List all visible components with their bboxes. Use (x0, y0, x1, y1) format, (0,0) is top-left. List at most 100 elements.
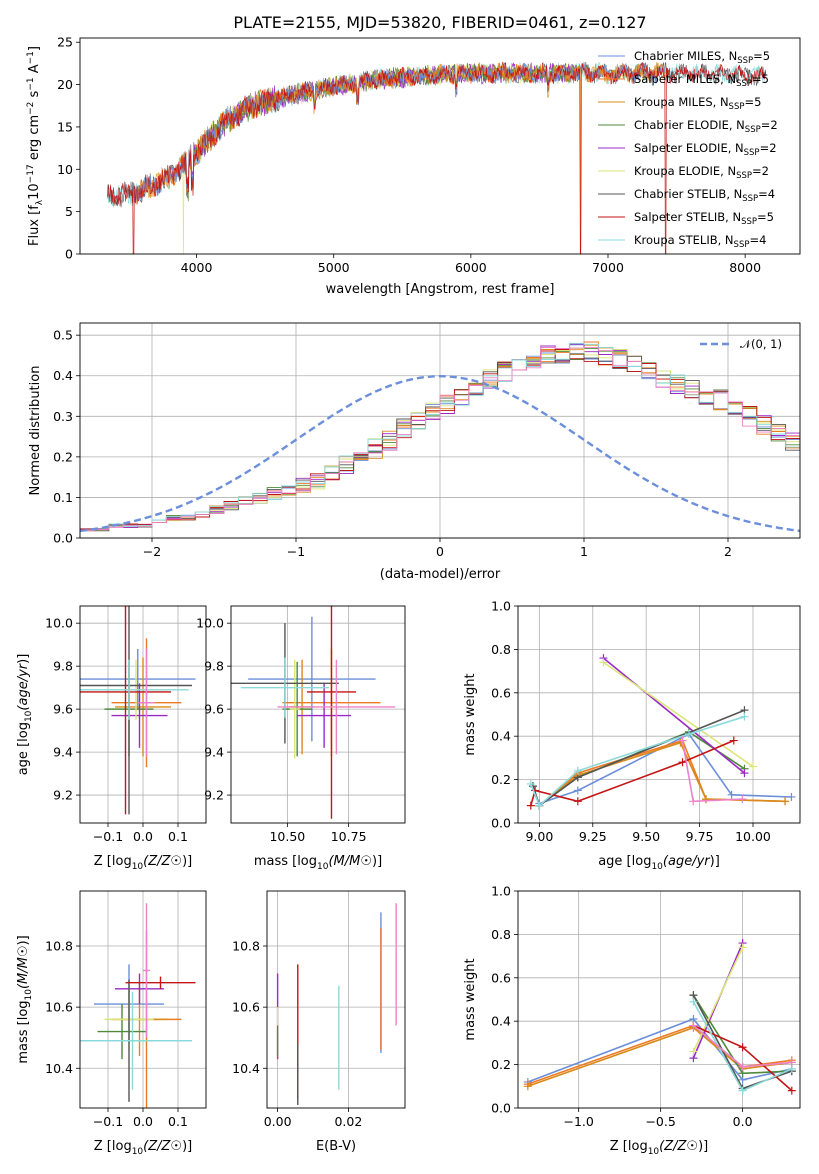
y-tick-label: 10.8 (45, 939, 73, 954)
y-tick-label: 0.2 (491, 772, 511, 787)
x-tick-label: −0.1 (93, 829, 123, 844)
y-tick-label: 0.3 (53, 409, 73, 424)
panel-ebv-vs-mass: 0.00 0.02 10.4 10.6 10.8 E(B-V) (232, 890, 406, 1154)
y-axis-label: mass weight (463, 673, 478, 755)
weight-marker (535, 801, 544, 810)
y-axis-label: mass [log10(M/M☉)] (16, 935, 34, 1063)
weight-marker (738, 1062, 747, 1071)
y-tick-label: 0.0 (491, 816, 511, 831)
y-tick-label: 0.6 (491, 970, 511, 985)
x-axis-label: Z [log10(Z/Z☉)] (610, 1139, 708, 1157)
x-tick-label: −2 (143, 544, 161, 559)
x-tick-label: 10.50 (269, 829, 305, 844)
y-tick-label: 0.0 (491, 1101, 511, 1116)
weight-marker (689, 797, 698, 806)
y-tick-label: 10.6 (232, 1000, 260, 1015)
x-tick-label: −0.5 (645, 1114, 675, 1129)
legend-entry: Chabrier ELODIE, NSSP=2 (634, 118, 778, 135)
y-axis-label: Normed distribution (28, 366, 43, 496)
x-tick-label: 9.00 (525, 829, 553, 844)
x-tick-label: 5000 (318, 260, 350, 275)
y-tick-label: 0.8 (491, 927, 511, 942)
legend-entry: Salpeter STELIB, NSSP=5 (634, 210, 774, 227)
weight-marker (729, 736, 738, 745)
weight-marker (678, 758, 687, 767)
legend-entry: Kroupa STELIB, NSSP=4 (634, 233, 766, 250)
y-tick-label: 9.2 (53, 788, 73, 803)
legend-entry: Kroupa MILES, NSSP=5 (634, 95, 761, 112)
weight-marker (727, 790, 736, 799)
weight-marker (689, 997, 698, 1006)
weight-marker (526, 801, 535, 810)
y-tick-label: 9.2 (204, 788, 224, 803)
weight-marker (740, 712, 749, 721)
weight-marker (702, 795, 710, 804)
y-tick-label: 0 (65, 247, 73, 262)
plot-area-z-vs-mass (80, 903, 196, 1108)
weight-series-line (530, 715, 745, 807)
weight-marker (787, 792, 796, 801)
panel-residuals: −2 −1 0 1 2 0.0 0.1 0.2 0.3 0.4 0.5 (data-model)/er… (28, 322, 801, 582)
x-tick-label: 7000 (592, 260, 624, 275)
weight-marker (738, 795, 747, 804)
weight-marker (523, 1082, 532, 1091)
x-tick-label: 0.00 (264, 1114, 292, 1129)
weight-marker (599, 658, 608, 667)
y-axis-label: age [log10(age/yr)] (16, 654, 34, 776)
weight-series-line (527, 1018, 792, 1083)
x-axis-label: mass [log10(M/M☉)] (254, 854, 382, 872)
y-axis-label: mass weight (463, 958, 478, 1040)
weight-marker (738, 1043, 747, 1052)
y-tick-label: 10.4 (45, 1061, 73, 1076)
axes-frame (230, 605, 406, 824)
y-axis-label: Flux [fλ10−17 erg cm−2 s−1 A−1] (26, 46, 45, 246)
plot-area-spectrum (107, 61, 766, 254)
y-tick-label: 0.5 (53, 328, 73, 343)
legend-entry: Chabrier STELIB, NSSP=4 (634, 187, 775, 204)
y-tick-label: 0.2 (53, 449, 73, 464)
x-tick-label: −1 (287, 544, 305, 559)
weight-marker (573, 786, 582, 795)
legend-entry: Kroupa ELODIE, NSSP=2 (634, 164, 769, 181)
plot-area-z-vs-massweight (523, 939, 796, 1095)
y-tick-label: 1.0 (491, 884, 511, 899)
weight-marker (678, 736, 687, 745)
y-tick-label: 25 (57, 35, 73, 50)
spectrum-series-line (133, 62, 666, 254)
x-tick-label: 0.0 (133, 1114, 153, 1129)
y-tick-label: 0.4 (491, 1014, 511, 1029)
x-tick-label: 9.50 (632, 829, 660, 844)
x-tick-label: 0.1 (168, 1114, 188, 1129)
x-axis-label: wavelength [Angstrom, rest frame] (326, 282, 555, 297)
x-tick-label: 0 (436, 544, 444, 559)
axes-frame (79, 322, 801, 539)
spectrum-series-line (182, 62, 581, 254)
normal-curve-line (80, 374, 800, 533)
x-axis-label: E(B-V) (316, 1139, 356, 1154)
panel-z-vs-age: −0.1 0.0 0.1 9.2 9.4 9.6 9.8 10.0 Z [log10(Z/Z☉)… (16, 605, 207, 872)
x-tick-label: 2 (724, 544, 732, 559)
weight-marker (740, 769, 749, 778)
weight-series-line (532, 709, 745, 807)
y-tick-label: 0.2 (491, 1057, 511, 1072)
figure-title: PLATE=2155, MJD=53820, FIBERID=0461, z=0… (233, 13, 646, 32)
weight-marker (573, 797, 582, 806)
panel-age-vs-massweight: 9.00 9.25 9.50 9.75 10.00 0.0 0.2 0.4 0.6 0.8 1.0 m… (463, 599, 801, 872)
spectrum-series-line (133, 62, 666, 254)
y-tick-label: 9.8 (53, 659, 73, 674)
y-tick-label: 10.0 (196, 616, 224, 631)
panel-z-vs-mass: −0.1 0.0 0.1 10.4 10.6 10.8 Z [log10(Z/Z☉)] mas… (16, 890, 207, 1157)
plot-area-age-vs-massweight (526, 654, 796, 810)
y-tick-label: 0.8 (491, 642, 511, 657)
weight-marker (573, 766, 582, 775)
weight-marker (738, 1086, 747, 1095)
panel-z-vs-massweight: −1.0 −0.5 0.0 0.0 0.2 0.4 0.6 0.8 1.0 mass weight… (463, 884, 801, 1157)
x-tick-label: 8000 (729, 260, 761, 275)
y-tick-label: 0.6 (491, 685, 511, 700)
y-tick-label: 10.4 (232, 1061, 260, 1076)
x-tick-label: −1.0 (563, 1114, 593, 1129)
x-tick-label: 6000 (455, 260, 487, 275)
x-tick-label: 0.0 (733, 1114, 753, 1129)
axes-frame (79, 37, 801, 255)
x-tick-label: 9.75 (686, 829, 714, 844)
